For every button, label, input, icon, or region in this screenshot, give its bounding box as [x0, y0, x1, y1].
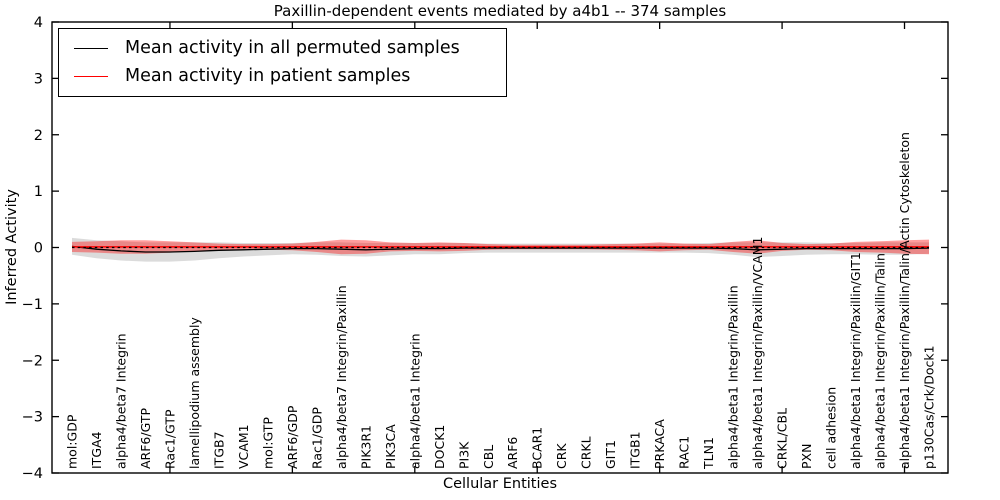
y-tick-label: −3	[22, 410, 43, 426]
x-tick-label-26: TLN1	[701, 437, 716, 470]
x-tick-label-19: BCAR1	[530, 427, 545, 469]
legend: Mean activity in all permuted samples Me…	[58, 28, 507, 97]
x-tick-label-28: alpha4/beta1 Integrin/Paxillin/VCAM1	[750, 237, 765, 469]
y-tick-label: 4	[34, 15, 43, 31]
legend-label-permuted: Mean activity in all permuted samples	[125, 38, 460, 58]
x-tick-label-34: alpha4/beta1 Integrin/Paxillin/Talin/Act…	[897, 132, 912, 469]
chart-title: Paxillin-dependent events mediated by a4…	[273, 2, 727, 20]
y-tick-label: −1	[22, 297, 43, 313]
x-tick-label-27: alpha4/beta1 Integrin/Paxillin	[726, 285, 741, 469]
x-tick-label-32: alpha4/beta1 Integrin/Paxillin/GIT1	[848, 252, 863, 469]
permuted-mean-line	[71, 245, 930, 253]
x-tick-label-35: p130Cas/Crk/Dock1	[922, 345, 937, 469]
y-tick-label: −4	[22, 466, 43, 482]
x-tick-label-14: alpha4/beta1 Integrin	[407, 333, 422, 469]
permuted-std-band	[72, 237, 929, 262]
x-tick-label-10: Rac1/GDP	[309, 407, 324, 469]
x-tick-label-24: PRKACA	[652, 419, 667, 469]
x-tick-label-29: CRKL/CBL	[775, 408, 790, 469]
legend-label-patient: Mean activity in patient samples	[125, 66, 411, 86]
x-tick-label-6: ITGB7	[211, 431, 226, 469]
x-tick-label-17: CBL	[481, 445, 496, 469]
x-tick-label-12: PIK3R1	[358, 425, 373, 469]
x-tick-label-11: alpha4/beta7 Integrin/Paxillin	[334, 285, 349, 469]
y-tick-label: 1	[34, 184, 43, 200]
x-tick-label-7: VCAM1	[236, 424, 251, 469]
x-tick-label-31: cell adhesion	[824, 387, 839, 469]
x-tick-label-4: Rac1/GTP	[162, 409, 177, 469]
y-axis-title: Inferred Activity	[4, 189, 20, 305]
x-tick-label-3: ARF6/GTP	[138, 408, 153, 469]
permuted-line-swatch	[74, 48, 108, 49]
x-tick-label-2: alpha4/beta7 Integrin	[113, 333, 128, 469]
x-tick-label-5: lamellipodium assembly	[187, 317, 202, 469]
x-tick-label-18: ARF6	[505, 437, 520, 469]
x-tick-label-30: PXN	[799, 444, 814, 469]
x-tick-label-16: PI3K	[456, 441, 471, 469]
x-tick-label-23: ITGB1	[628, 431, 643, 469]
x-tick-label-0: mol:GDP	[65, 414, 80, 469]
x-tick-label-15: DOCK1	[432, 425, 447, 469]
x-tick-label-25: RAC1	[677, 436, 692, 469]
y-tick-label: 3	[34, 71, 43, 87]
x-axis-title: Cellular Entities	[442, 476, 558, 492]
x-tick-label-13: PIK3CA	[383, 424, 398, 469]
y-tick-label: 2	[34, 128, 43, 144]
y-tick-label: 0	[34, 241, 43, 257]
x-tick-label-21: CRKL	[579, 436, 594, 469]
x-tick-label-20: CRK	[554, 443, 569, 469]
y-tick-label: −2	[22, 353, 43, 369]
legend-item-permuted: Mean activity in all permuted samples	[59, 38, 506, 59]
x-tick-label-33: alpha4/beta1 Integrin/Paxillin/Talin	[873, 253, 888, 469]
x-tick-label-1: ITGA4	[89, 431, 104, 469]
x-tick-label-8: mol:GTP	[260, 417, 275, 469]
patient-line-swatch	[74, 76, 108, 77]
x-tick-label-9: ARF6/GDP	[285, 405, 300, 469]
x-tick-label-22: GIT1	[603, 440, 618, 469]
legend-item-patient: Mean activity in patient samples	[59, 66, 506, 87]
